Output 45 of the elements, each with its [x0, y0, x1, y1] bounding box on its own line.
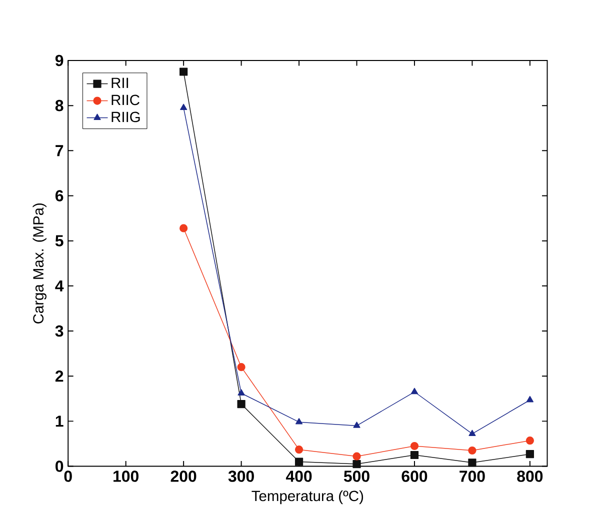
legend-label: RII [112, 78, 128, 88]
point [468, 446, 476, 455]
point [238, 389, 245, 396]
y-axis-title: Carga Max. (MPa) [32, 204, 46, 324]
point [468, 458, 476, 467]
point [294, 446, 304, 454]
point [295, 418, 303, 424]
point [526, 396, 534, 402]
y-tick-label: 3 [55, 326, 64, 337]
x-tick-label: 800 [517, 470, 543, 482]
point [180, 104, 188, 110]
point [180, 224, 188, 232]
x-tick-label: 200 [170, 470, 196, 482]
point [410, 442, 419, 450]
y-tick-label: 5 [55, 235, 64, 247]
y-tick-label: 0 [56, 460, 64, 472]
x-axis-title: Temperatura (ºC) [252, 490, 364, 504]
point [353, 422, 360, 428]
y-tick-label: 1 [56, 416, 64, 427]
x-tick-label: 500 [344, 470, 370, 482]
point [526, 436, 534, 445]
y-tick-label: 2 [55, 370, 64, 382]
y-tick-label: 6 [55, 190, 64, 202]
x-tick-label: 100 [114, 470, 138, 482]
y-tick-label: 9 [55, 55, 64, 66]
point [410, 388, 418, 394]
point [410, 451, 419, 460]
point [237, 400, 246, 408]
x-tick-label: 700 [460, 470, 485, 482]
point [352, 452, 361, 461]
point [237, 363, 246, 372]
point [294, 458, 304, 466]
point [526, 450, 534, 458]
y-tick-label: 8 [55, 100, 64, 112]
x-tick-label: 600 [402, 470, 428, 482]
x-tick-label: 400 [286, 470, 312, 482]
y-tick-label: 4 [55, 280, 64, 292]
point [352, 460, 361, 468]
x-tick-label: 0 [64, 470, 72, 482]
y-tick-label: 7 [56, 145, 64, 156]
legend-label: RIIC [112, 94, 140, 106]
point [468, 430, 476, 436]
legend-label: RIIG [112, 112, 140, 122]
x-tick-label: 300 [228, 470, 254, 482]
point [180, 68, 188, 76]
